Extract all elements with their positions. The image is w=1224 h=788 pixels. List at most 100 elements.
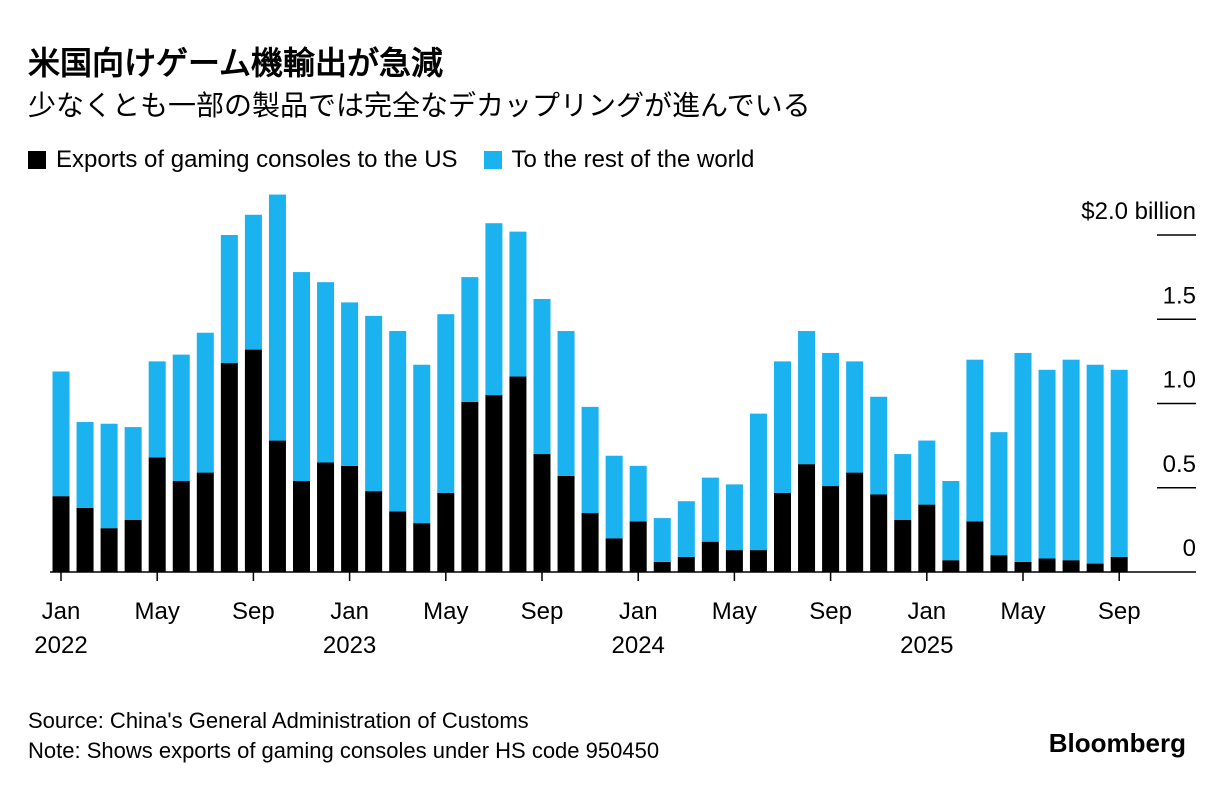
bar-us (1038, 558, 1056, 572)
bar-rest-of-world (677, 501, 695, 557)
bar-rest-of-world (701, 477, 719, 542)
bar-rest-of-world (557, 331, 575, 476)
bar-us (1062, 560, 1080, 572)
bar-rest-of-world (605, 455, 623, 539)
y-tick-label: 0 (1183, 535, 1196, 562)
bar-us (966, 521, 984, 572)
bar-us (629, 521, 647, 572)
bar-rest-of-world (1014, 352, 1032, 562)
bar-rest-of-world (942, 481, 960, 561)
legend-label-row: To the rest of the world (511, 146, 755, 173)
bar-rest-of-world (990, 432, 1008, 556)
legend-label-us: Exports of gaming consoles to the US (56, 146, 458, 173)
bar-rest-of-world (1086, 364, 1104, 564)
bar-rest-of-world (413, 364, 431, 524)
bar-us (822, 486, 840, 572)
legend-swatch-row (483, 151, 502, 169)
bar-rest-of-world (365, 315, 383, 492)
bar-rest-of-world (894, 454, 912, 520)
bar-us (774, 492, 791, 572)
x-tick-year: 2025 (900, 632, 953, 659)
x-tick-month: Jan (42, 598, 81, 625)
bar-us (894, 519, 912, 572)
legend-swatch-us (28, 151, 46, 169)
bar-rest-of-world (293, 272, 310, 482)
bar-us (870, 494, 888, 572)
source-text: Source: China's General Administration o… (28, 708, 529, 733)
bar-us (172, 481, 190, 572)
bar-us (1110, 556, 1128, 572)
bar-rest-of-world (148, 361, 166, 458)
bar-us (485, 395, 503, 572)
bar-rest-of-world (846, 361, 864, 473)
bar-us (317, 462, 335, 572)
bar-us (124, 519, 142, 572)
bar-rest-of-world (774, 361, 791, 493)
bar-us (413, 523, 431, 572)
bar-us (557, 475, 575, 572)
x-tick-month: Jan (907, 598, 946, 625)
x-tick-month: May (1000, 598, 1045, 625)
x-tick-month: May (135, 598, 180, 625)
bar-rest-of-world (389, 331, 407, 512)
bar-rest-of-world (100, 423, 118, 529)
legend-item-us: Exports of gaming consoles to the US (28, 146, 458, 174)
bar-rest-of-world (725, 484, 743, 551)
bar-us (461, 401, 479, 572)
bar-rest-of-world (749, 413, 767, 551)
bar-us (293, 481, 310, 572)
bar-rest-of-world (629, 465, 647, 522)
x-tick-year: 2024 (612, 632, 665, 659)
x-tick-month: Sep (809, 598, 852, 625)
x-tick-month: Jan (330, 598, 369, 625)
x-tick-year: 2022 (34, 632, 87, 659)
note-text: Note: Shows exports of gaming consoles u… (28, 738, 660, 763)
bar-rest-of-world (870, 396, 888, 495)
bar-rest-of-world (581, 406, 599, 514)
legend: Exports of gaming consoles to the US To … (28, 146, 780, 174)
bar-rest-of-world (52, 371, 70, 497)
bar-rest-of-world (461, 277, 479, 402)
bar-rest-of-world (966, 359, 984, 522)
bar-us (533, 454, 551, 572)
source-block: Source: China's General Administration o… (28, 706, 659, 766)
bar-us (389, 511, 407, 572)
x-tick-year: 2023 (323, 632, 376, 659)
bar-us (798, 464, 816, 572)
bar-us (846, 472, 864, 572)
bar-us (437, 492, 455, 572)
bar-us (1086, 563, 1104, 572)
bar-us (918, 504, 936, 572)
bar-us (509, 376, 527, 572)
bloomberg-logo: Bloomberg (1048, 728, 1186, 758)
bar-us (725, 550, 743, 572)
bar-us (268, 440, 286, 572)
bar-us (52, 496, 70, 572)
bar-rest-of-world (124, 427, 142, 520)
bar-rest-of-world (317, 282, 335, 463)
bar-us (196, 472, 214, 572)
bar-rest-of-world (509, 231, 527, 377)
bar-us (942, 560, 960, 572)
bar-rest-of-world (1110, 369, 1128, 557)
bar-us (244, 349, 262, 572)
x-tick-month: May (423, 598, 468, 625)
bar-us (677, 556, 695, 572)
bar-rest-of-world (1038, 369, 1056, 559)
bar-us (990, 555, 1008, 572)
bar-us (341, 465, 359, 572)
bar-us (365, 491, 383, 572)
bar-rest-of-world (822, 352, 840, 487)
stacked-bar-chart: $2.0 billion 1.5 1.0 0.5 0 Jan 2022 May Sep Jan 20… (34, 194, 1196, 659)
bar-rest-of-world (1062, 359, 1080, 561)
y-tick-label: 1.0 (1163, 367, 1196, 394)
bar-rest-of-world (798, 331, 816, 465)
chart-subtitle: 少なくとも一部の製品では完全なデカップリングが進んでいる (28, 89, 811, 122)
bar-rest-of-world (196, 332, 214, 473)
y-tick-label: 1.5 (1163, 282, 1196, 309)
bar-rest-of-world (341, 302, 359, 466)
bar-rest-of-world (485, 223, 503, 396)
bar-rest-of-world (653, 518, 671, 562)
x-tick-month: Sep (1098, 598, 1141, 625)
bar-rest-of-world (268, 194, 286, 441)
